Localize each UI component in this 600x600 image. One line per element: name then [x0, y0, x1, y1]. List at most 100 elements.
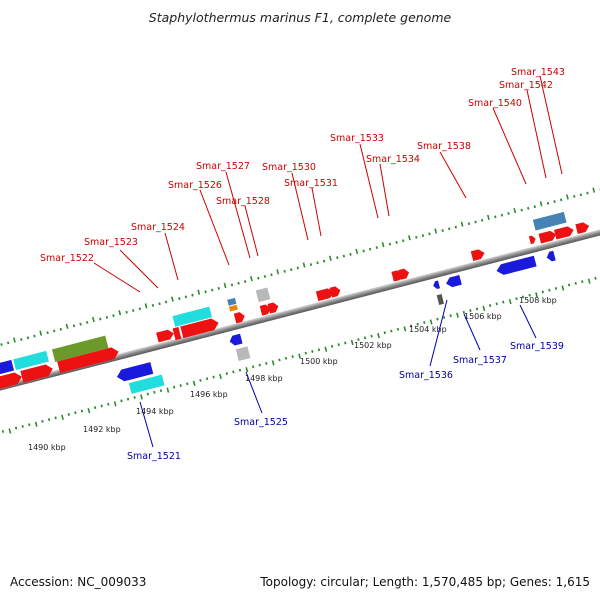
- gene-label-forward: Smar_1540: [468, 98, 522, 109]
- tick-mark: [553, 200, 556, 203]
- tick-mark: [105, 315, 109, 319]
- tick-mark: [302, 262, 306, 268]
- gene-label-forward: Smar_1528: [216, 196, 270, 207]
- tick-mark: [449, 314, 452, 318]
- gene-label-forward: Smar_1533: [330, 133, 384, 144]
- tick-mark: [112, 314, 115, 318]
- tick-mark: [500, 213, 504, 217]
- tick-mark: [467, 222, 471, 226]
- genome-summary: Topology: circular; Length: 1,570,485 bp…: [260, 575, 590, 589]
- tick-mark: [250, 276, 253, 282]
- tick-mark: [474, 220, 477, 224]
- tick-mark: [153, 390, 156, 394]
- scale-label: 1492 kbp: [83, 425, 121, 434]
- tick-mark: [257, 276, 260, 280]
- tick-mark: [34, 421, 38, 427]
- tick-mark: [535, 292, 538, 298]
- tick-mark: [322, 259, 326, 263]
- tick-mark: [454, 225, 457, 229]
- gene-feature: [227, 297, 237, 306]
- tick-mark: [520, 208, 523, 212]
- tick-mark: [232, 370, 235, 374]
- label-leader: [526, 89, 547, 179]
- tick-mark: [539, 201, 543, 207]
- gene-feature: [436, 294, 445, 305]
- tick-mark: [317, 348, 321, 352]
- tick-mark: [350, 339, 354, 346]
- tick-mark: [245, 367, 249, 373]
- tick-mark: [344, 341, 347, 345]
- scale-labels: 1490 kbp 1492 kbp 1494 kbp 1496 kbp 1498…: [28, 296, 557, 452]
- label-leader: [359, 143, 379, 219]
- tick-mark: [238, 368, 242, 372]
- tick-mark: [363, 336, 367, 340]
- label-leader: [244, 205, 259, 257]
- label-leader: [439, 151, 467, 199]
- gene-label-reverse: Smar_1537: [453, 355, 507, 366]
- tick-mark: [125, 310, 128, 314]
- tick-mark: [258, 363, 261, 367]
- tick-mark: [592, 187, 596, 193]
- tick-mark: [223, 282, 227, 289]
- tick-mark: [369, 247, 372, 251]
- tick-mark: [237, 281, 240, 285]
- tick-mark: [107, 402, 110, 406]
- tick-mark: [171, 296, 174, 302]
- tick-mark: [594, 276, 597, 280]
- tick-mark: [370, 334, 373, 338]
- tick-mark: [251, 365, 255, 369]
- tick-mark: [342, 254, 346, 258]
- rna-feature: [13, 350, 49, 371]
- tick-mark: [13, 337, 16, 343]
- tick-mark: [541, 290, 544, 294]
- tick-mark: [67, 413, 70, 416]
- tick-mark: [311, 350, 314, 353]
- tick-mark: [99, 317, 102, 321]
- tick-mark: [283, 269, 286, 273]
- tick-mark: [263, 275, 267, 278]
- tick-mark: [21, 424, 24, 428]
- tick-mark: [296, 266, 299, 270]
- tick-mark: [349, 252, 352, 256]
- tick-mark: [41, 419, 44, 423]
- tick-mark: [395, 240, 398, 244]
- scale-label: 1504 kbp: [409, 325, 447, 334]
- tick-mark: [316, 261, 319, 265]
- tick-mark: [429, 319, 433, 325]
- tick-mark: [355, 248, 359, 255]
- label-leader: [379, 163, 390, 217]
- tick-mark: [26, 336, 30, 340]
- label-leader: [429, 299, 448, 367]
- tick-mark: [230, 283, 234, 287]
- tick-mark: [480, 218, 484, 222]
- tick-mark: [527, 206, 530, 210]
- tick-mark: [61, 414, 64, 421]
- tick-mark: [390, 329, 393, 333]
- tick-mark: [441, 229, 444, 232]
- tick-mark: [401, 239, 405, 243]
- tick-mark: [507, 212, 510, 215]
- tick-mark: [243, 280, 247, 284]
- tick-mark: [1, 430, 5, 433]
- tick-mark: [416, 322, 419, 326]
- gene-arrow: [20, 364, 53, 383]
- tick-mark: [191, 293, 194, 297]
- tick-mark: [211, 288, 214, 292]
- tick-mark: [495, 302, 498, 306]
- tick-mark: [304, 351, 307, 355]
- gene-arrow: [180, 318, 219, 339]
- label-leader: [164, 232, 179, 281]
- label-leader: [311, 187, 322, 237]
- tick-mark: [383, 331, 386, 335]
- tick-mark: [212, 375, 215, 379]
- gene-arrow: [329, 286, 341, 298]
- tick-mark: [428, 232, 431, 236]
- scale-label: 1496 kbp: [190, 390, 228, 399]
- tick-mark: [166, 387, 170, 393]
- tick-mark: [521, 295, 525, 299]
- gene-arrow: [398, 268, 410, 280]
- tick-mark: [554, 287, 558, 290]
- gene-feature: [0, 359, 15, 377]
- tick-mark: [33, 334, 36, 338]
